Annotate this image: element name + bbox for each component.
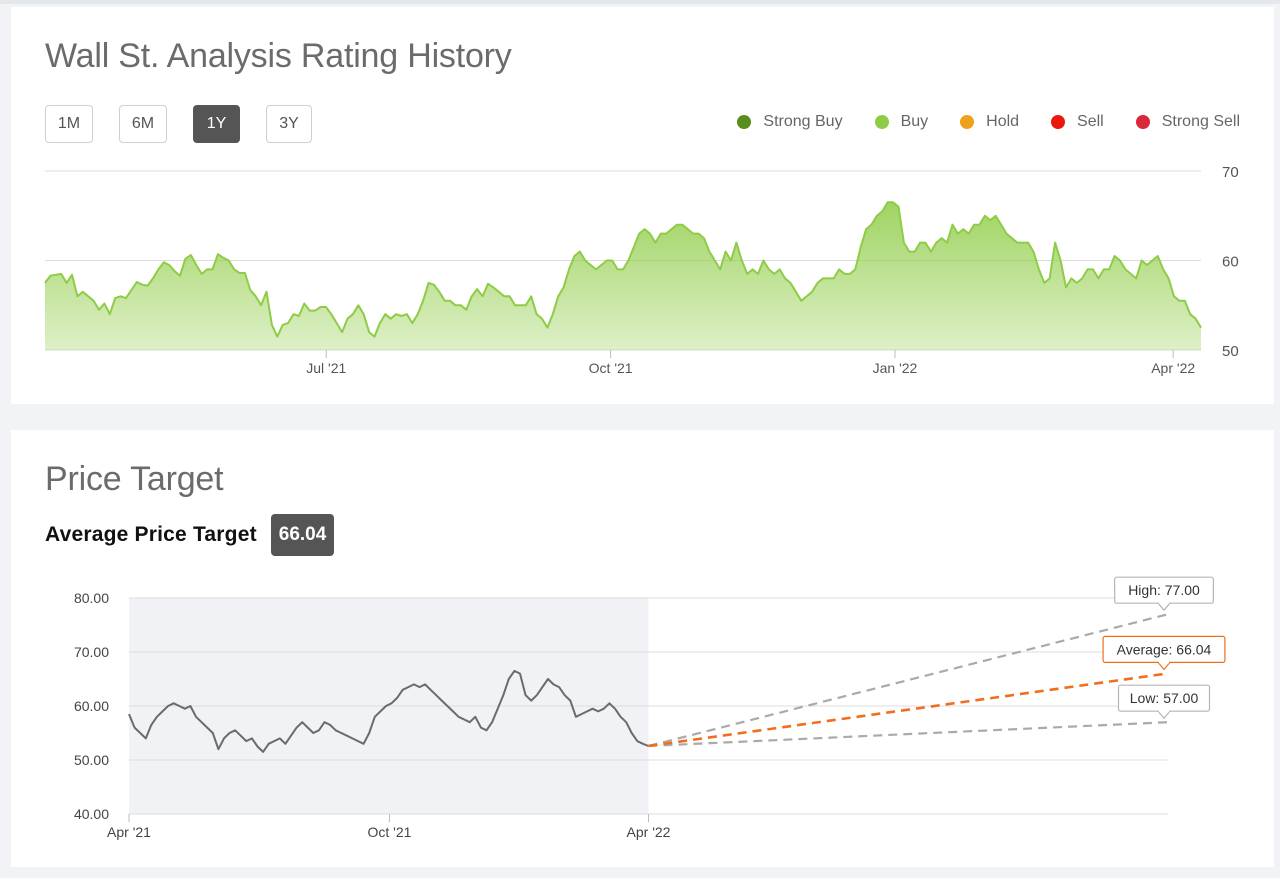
range-button-1m[interactable]: 1M bbox=[45, 105, 93, 143]
price-target-chart[interactable]: 80.00 70.00 60.00 50.00 40.00 Apr '21 Oct '21 A… bbox=[11, 430, 1274, 867]
range-selector: 1M 6M 1Y 3Y bbox=[45, 105, 338, 143]
range-button-3y[interactable]: 3Y bbox=[266, 105, 312, 143]
range-button-6m[interactable]: 6M bbox=[119, 105, 167, 143]
high-target-label: High: 77.00 bbox=[1114, 576, 1214, 612]
low-target-label: Low: 57.00 bbox=[1117, 684, 1211, 720]
average-target-label-pointer bbox=[1157, 661, 1171, 671]
price-history-line bbox=[128, 669, 649, 753]
legend-label: Sell bbox=[1077, 113, 1104, 130]
y-tick-label: 60 bbox=[1222, 254, 1239, 271]
y-tick-label: 60.00 bbox=[74, 698, 109, 714]
x-tick-label: Apr '22 bbox=[627, 824, 671, 840]
x-tick-label: Oct '21 bbox=[589, 360, 633, 376]
rating-history-chart[interactable]: 70 60 50 Jul '21 Oct '21 Jan '22 Apr '22 bbox=[11, 7, 1274, 404]
legend-dot-icon bbox=[960, 115, 975, 129]
x-tick-label: Apr '22 bbox=[1151, 360, 1195, 376]
rating-history-title: Wall St. Analysis Rating History bbox=[45, 37, 512, 75]
legend-item-sell[interactable]: Sell bbox=[1051, 113, 1104, 131]
high-target-label-text: High: 77.00 bbox=[1128, 582, 1200, 598]
legend-item-strong-sell[interactable]: Strong Sell bbox=[1135, 113, 1240, 131]
x-tick-label: Apr '21 bbox=[107, 824, 151, 840]
x-tick-label: Oct '21 bbox=[368, 824, 412, 840]
price-target-card: Price Target Average Price Target 66.04 … bbox=[11, 430, 1274, 867]
y-tick-label: 80.00 bbox=[74, 590, 109, 606]
rating-history-card: Wall St. Analysis Rating History 1M 6M 1… bbox=[11, 7, 1274, 404]
average-target-label: Average: 66.04 bbox=[1102, 635, 1226, 671]
x-tick-label: Jan '22 bbox=[873, 360, 918, 376]
low-target-label-pointer bbox=[1157, 710, 1171, 720]
high-target-label-pointer bbox=[1157, 602, 1171, 612]
y-tick-label: 50.00 bbox=[74, 752, 109, 768]
rating-line bbox=[44, 201, 1202, 338]
rating-legend: Strong Buy Buy Hold Sell Strong Sell bbox=[705, 113, 1240, 131]
y-tick-label: 40.00 bbox=[74, 806, 109, 822]
average-price-target-label: Average Price Target bbox=[45, 523, 257, 546]
rating-area bbox=[45, 202, 1201, 350]
average-price-target-row: Average Price Target 66.04 bbox=[45, 514, 335, 556]
low-target-label-text: Low: 57.00 bbox=[1130, 690, 1199, 706]
y-tick-label: 70.00 bbox=[74, 644, 109, 660]
low-projection-line bbox=[648, 721, 1169, 748]
legend-label: Strong Sell bbox=[1161, 113, 1240, 130]
legend-label: Buy bbox=[900, 113, 929, 130]
legend-label: Hold bbox=[986, 113, 1020, 130]
range-button-1y[interactable]: 1Y bbox=[193, 105, 240, 143]
x-tick-label: Jul '21 bbox=[306, 360, 346, 376]
price-target-title: Price Target bbox=[45, 460, 224, 498]
legend-dot-icon bbox=[1051, 115, 1066, 129]
top-divider bbox=[0, 0, 1280, 4]
legend-dot-icon bbox=[874, 115, 889, 129]
average-price-target-badge: 66.04 bbox=[270, 514, 335, 556]
legend-dot-icon bbox=[737, 115, 752, 129]
legend-item-hold[interactable]: Hold bbox=[960, 113, 1019, 131]
y-tick-label: 50 bbox=[1222, 343, 1239, 360]
legend-item-strong-buy[interactable]: Strong Buy bbox=[737, 113, 843, 131]
y-tick-label: 70 bbox=[1222, 164, 1239, 181]
average-target-label-text: Average: 66.04 bbox=[1117, 641, 1212, 657]
legend-item-buy[interactable]: Buy bbox=[874, 113, 929, 131]
legend-label: Strong Buy bbox=[763, 113, 843, 130]
average-projection-line bbox=[648, 672, 1169, 748]
legend-dot-icon bbox=[1135, 115, 1150, 129]
